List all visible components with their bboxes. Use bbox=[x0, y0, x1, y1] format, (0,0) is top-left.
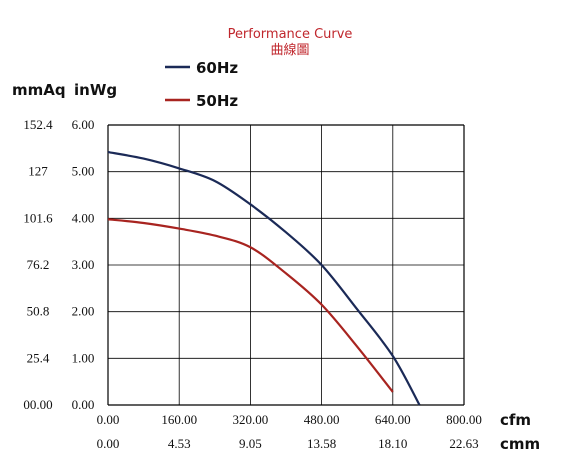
x-unit-cfm: cfm bbox=[500, 411, 531, 429]
legend-label-50hz: 50Hz bbox=[196, 92, 238, 110]
y-tick-label-inwg: 0.00 bbox=[72, 397, 95, 412]
y-tick-labels: 152.4 6.00 127 5.00 101.6 4.00 76.2 3.00 50.8 2.0… bbox=[23, 117, 94, 412]
y-tick-label-mmaq: 00.00 bbox=[23, 397, 52, 412]
y-unit-mmaq: mmAq bbox=[12, 81, 66, 99]
series-line-60hz bbox=[107, 150, 421, 406]
y-tick-label-mmaq: 101.6 bbox=[23, 210, 53, 225]
x-tick-label-cfm: 0.00 bbox=[97, 412, 120, 427]
y-tick-label-inwg: 2.00 bbox=[72, 304, 95, 319]
y-tick-label-inwg: 5.00 bbox=[72, 164, 95, 179]
x-tick-labels: 0.00 0.00 160.00 4.53 320.00 9.05 480.00 13.58 6… bbox=[97, 412, 482, 451]
grid bbox=[107, 124, 465, 406]
y-tick-label-inwg: 3.00 bbox=[72, 257, 95, 272]
x-tick-label-cfm: 480.00 bbox=[304, 412, 340, 427]
legend: 60Hz 50Hz bbox=[165, 59, 238, 110]
y-tick-label-mmaq: 76.2 bbox=[27, 257, 50, 272]
y-unit-inwg: inWg bbox=[74, 81, 117, 99]
series-line-50hz bbox=[107, 218, 394, 393]
chart-title: Performance Curve bbox=[228, 27, 353, 42]
x-tick-label-cfm: 640.00 bbox=[375, 412, 411, 427]
legend-label-60hz: 60Hz bbox=[196, 59, 238, 77]
x-unit-cmm: cmm bbox=[500, 435, 540, 453]
x-tick-label-cmm: 18.10 bbox=[378, 436, 407, 451]
y-tick-label-mmaq: 25.4 bbox=[27, 350, 50, 365]
x-tick-label-cmm: 4.53 bbox=[168, 436, 191, 451]
chart-subtitle: 曲線圖 bbox=[270, 42, 309, 58]
x-tick-label-cmm: 22.63 bbox=[449, 436, 478, 451]
x-tick-label-cmm: 0.00 bbox=[97, 436, 120, 451]
y-tick-label-mmaq: 127 bbox=[28, 164, 48, 179]
x-tick-label-cmm: 9.05 bbox=[239, 436, 262, 451]
x-tick-label-cfm: 320.00 bbox=[233, 412, 269, 427]
y-tick-label-mmaq: 50.8 bbox=[27, 304, 50, 319]
y-tick-label-inwg: 6.00 bbox=[72, 117, 95, 132]
y-tick-label-mmaq: 152.4 bbox=[23, 117, 53, 132]
x-tick-label-cmm: 13.58 bbox=[307, 436, 336, 451]
y-tick-label-inwg: 4.00 bbox=[72, 210, 95, 225]
x-tick-label-cfm: 160.00 bbox=[161, 412, 197, 427]
series-lines bbox=[107, 150, 421, 406]
x-tick-label-cfm: 800.00 bbox=[446, 412, 482, 427]
y-tick-label-inwg: 1.00 bbox=[72, 350, 95, 365]
